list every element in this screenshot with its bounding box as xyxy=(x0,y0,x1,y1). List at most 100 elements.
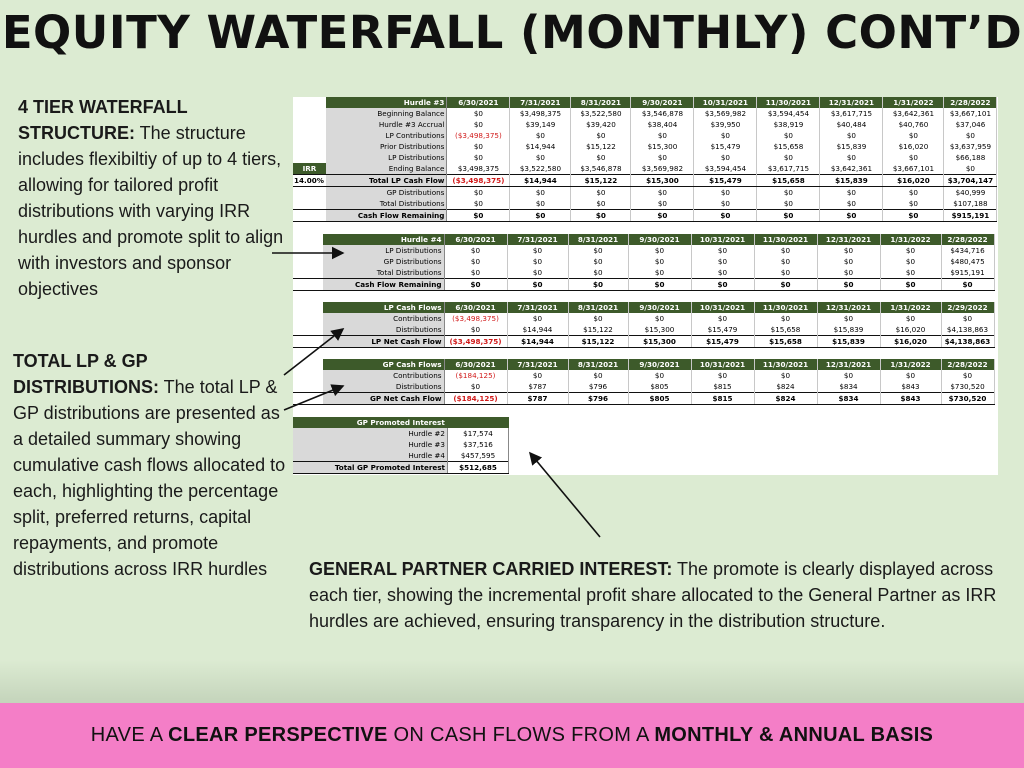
table-cell: $17,574 xyxy=(447,428,509,439)
table-title: GP Cash Flows xyxy=(323,359,445,370)
spreadsheet-area: Hurdle #3 6/30/2021 7/31/2021 8/31/2021 9/30… xyxy=(293,97,998,475)
table-row: Hurdle #3 Accrual $0 $39,149 $39,420 $38,404… xyxy=(293,119,998,130)
waterfall-table: Hurdle #3 6/30/2021 7/31/2021 8/31/2021 9/30… xyxy=(293,97,998,222)
column-header: 10/31/2021 xyxy=(691,234,755,245)
table-cell: $15,839 xyxy=(817,335,881,348)
table-cell: $0 xyxy=(754,313,818,324)
side-cell xyxy=(293,97,326,108)
side-cell xyxy=(293,108,326,119)
table-cell: $843 xyxy=(880,392,942,405)
table-cell: $0 xyxy=(509,198,572,210)
table-row: Distributions $0 $14,944 $15,122 $15,300 $15,… xyxy=(293,324,995,336)
table-cell: $0 xyxy=(756,198,821,210)
column-header: 8/31/2021 xyxy=(568,302,629,313)
column-header: 11/30/2021 xyxy=(754,302,818,313)
table-cell: $0 xyxy=(880,278,942,291)
table-cell: $0 xyxy=(756,209,821,222)
table-cell: $0 xyxy=(880,313,942,324)
table-cell: $0 xyxy=(568,256,629,267)
column-header: 11/30/2021 xyxy=(754,234,818,245)
column-header: 7/31/2021 xyxy=(509,97,572,108)
table-cell: $0 xyxy=(693,152,758,163)
banner-text-1: HAVE A xyxy=(90,724,169,746)
side-cell xyxy=(293,313,323,324)
table-cell: $0 xyxy=(507,245,569,256)
table-title: GP Promoted Interest xyxy=(293,417,509,428)
table-cell: $0 xyxy=(446,152,511,163)
table-cell: $834 xyxy=(817,392,881,405)
column-header: 11/30/2021 xyxy=(756,97,821,108)
table-cell: $0 xyxy=(507,256,569,267)
table-cell: $0 xyxy=(446,198,511,210)
table-cell: $0 xyxy=(941,313,995,324)
table-cell: $3,642,361 xyxy=(819,163,884,175)
table-cell: $730,520 xyxy=(941,392,995,405)
table-header-row: GP Cash Flows 6/30/2021 7/31/2021 8/31/2021… xyxy=(293,359,995,370)
table-cell: $0 xyxy=(568,370,629,381)
table-cell: $0 xyxy=(880,256,942,267)
table-cell: $16,020 xyxy=(880,335,942,348)
table-cell: $0 xyxy=(882,198,945,210)
table-cell: $0 xyxy=(507,278,569,291)
table-cell: $0 xyxy=(882,152,945,163)
table-cell: $0 xyxy=(819,152,884,163)
column-header: 6/30/2021 xyxy=(444,302,508,313)
table-cell: $14,944 xyxy=(507,324,569,336)
table-row: Beginning Balance $0 $3,498,375 $3,522,580 $… xyxy=(293,108,998,119)
side-cell xyxy=(293,152,326,163)
table-cell: $14,944 xyxy=(507,335,569,348)
table-cell: $3,546,878 xyxy=(630,108,695,119)
table-cell: $0 xyxy=(509,152,572,163)
table-cell: $0 xyxy=(568,267,629,279)
table-cell: $434,716 xyxy=(941,245,995,256)
row-label: Prior Distributions xyxy=(325,141,448,152)
table-cell: $0 xyxy=(817,370,881,381)
table-cell: $0 xyxy=(941,278,995,291)
table-cell: $0 xyxy=(570,209,632,222)
table-cell: $0 xyxy=(630,130,695,141)
table-cell: $0 xyxy=(691,313,755,324)
column-header: 1/31/2022 xyxy=(880,234,942,245)
row-label: Cash Flow Remaining xyxy=(325,209,448,222)
table-cell: $0 xyxy=(819,186,884,198)
row-label: Hurdle #3 Accrual xyxy=(325,119,448,130)
row-label: Beginning Balance xyxy=(325,108,448,119)
table-cell: $0 xyxy=(756,152,821,163)
table-cell: $0 xyxy=(691,278,755,291)
bottom-banner: HAVE A CLEAR PERSPECTIVE ON CASH FLOWS F… xyxy=(0,703,1024,768)
table-cell: $0 xyxy=(628,267,692,279)
table-cell: $16,020 xyxy=(882,174,945,187)
irr-value: 14.00% xyxy=(293,174,326,187)
table-cell: $15,479 xyxy=(691,324,755,336)
row-label: LP Contributions xyxy=(325,130,448,141)
table-cell: $37,046 xyxy=(943,119,998,130)
table-row: Contributions ($184,125) $0 $0 $0 $0 $0 $0 $0 $0 xyxy=(293,370,995,381)
table-cell: $3,594,454 xyxy=(693,163,758,175)
table-cell: $15,839 xyxy=(819,174,884,187)
column-header: 7/31/2021 xyxy=(507,359,569,370)
column-header: 1/31/2022 xyxy=(880,302,942,313)
table-cell: $0 xyxy=(628,256,692,267)
lpgp-body: The total LP & GP distributions are pres… xyxy=(13,377,286,579)
table-cell: $0 xyxy=(509,130,572,141)
table-cell: $0 xyxy=(446,108,511,119)
waterfall-table: LP Cash Flows 6/30/2021 7/31/2021 8/31/2021… xyxy=(293,302,995,348)
table-cell: $14,944 xyxy=(509,141,572,152)
side-cell xyxy=(293,130,326,141)
table-cell: $3,522,580 xyxy=(509,163,572,175)
table-cell: $40,999 xyxy=(943,186,998,198)
row-label: Hurdle #3 xyxy=(293,439,448,450)
table-cell: $0 xyxy=(819,198,884,210)
table-row: Distributions $0 $787 $796 $805 $815 $824 $834 $… xyxy=(293,381,995,393)
table-cell: $40,760 xyxy=(882,119,945,130)
table-row: Contributions ($3,498,375) $0 $0 $0 $0 $0 $0 $0 $… xyxy=(293,313,995,324)
table-cell: $0 xyxy=(880,370,942,381)
table-cell: $834 xyxy=(817,381,881,393)
table-header-row: GP Promoted Interest xyxy=(293,417,509,428)
side-cell xyxy=(293,187,326,199)
row-label: GP Distributions xyxy=(323,256,445,267)
table-cell: $3,617,715 xyxy=(756,163,821,175)
table-cell: $0 xyxy=(509,186,572,198)
table-cell: $480,475 xyxy=(941,256,995,267)
column-header: 2/28/2022 xyxy=(943,97,998,108)
